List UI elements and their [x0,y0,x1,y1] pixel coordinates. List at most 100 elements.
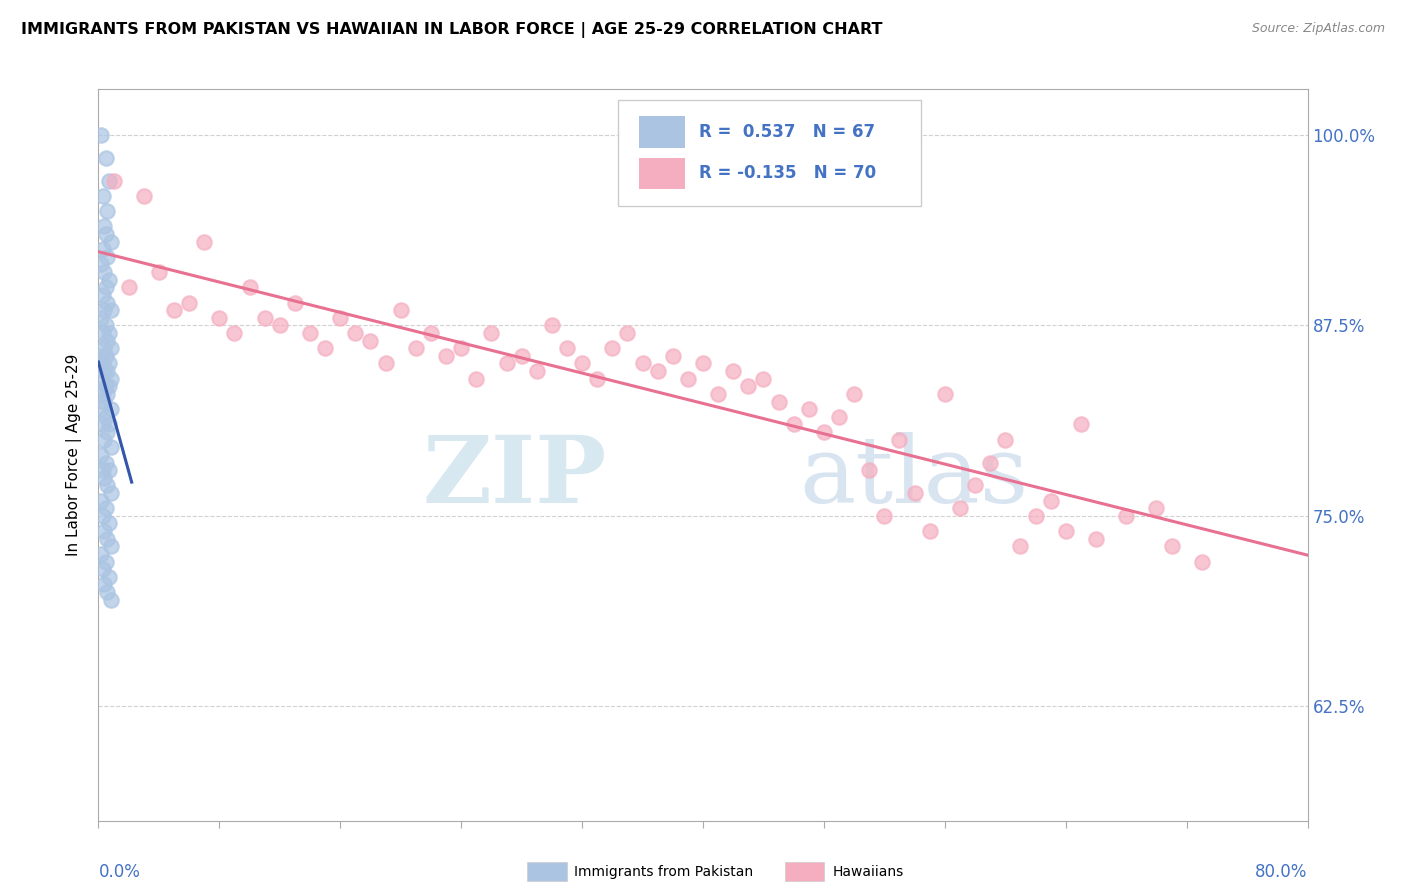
Point [100,539,122,553]
Point [93,577,115,591]
Point [768,394,790,409]
Point [93,303,115,318]
Point [269,318,291,333]
Point [91,356,114,371]
Point [299,326,322,340]
Point [889,433,911,447]
Point [631,356,654,371]
Point [1024,508,1046,523]
Point [98,326,121,340]
Point [676,372,699,386]
Point [98,463,121,477]
Point [118,280,141,294]
Point [90,493,112,508]
Point [1085,532,1108,546]
Text: atlas: atlas [800,432,1029,522]
Point [555,341,578,355]
Point [98,516,121,531]
Point [662,349,685,363]
Point [1146,501,1168,516]
Point [94,456,117,470]
Point [344,326,367,340]
Point [91,562,114,576]
Point [434,349,457,363]
Point [979,456,1001,470]
Point [98,174,121,188]
Point [965,478,987,492]
Point [253,310,276,325]
Point [420,326,443,340]
Point [163,303,186,318]
Point [949,501,972,516]
Text: R =  0.537   N = 67: R = 0.537 N = 67 [699,122,876,141]
Point [103,174,125,188]
Point [90,372,112,386]
Point [1115,508,1137,523]
Point [94,280,117,294]
Point [813,425,835,439]
Point [98,356,121,371]
Point [1070,417,1092,432]
Point [389,303,412,318]
Point [90,402,112,417]
Point [360,334,382,348]
Point [844,387,866,401]
Point [465,372,488,386]
Point [481,326,503,340]
Point [148,265,170,279]
Point [752,372,775,386]
Point [94,349,117,363]
Point [723,364,745,378]
Point [571,356,593,371]
Point [193,235,215,249]
Point [98,417,121,432]
Point [93,219,115,234]
Point [224,326,246,340]
Point [98,273,121,287]
Point [96,295,118,310]
Point [1160,539,1182,553]
Point [90,128,112,142]
Point [91,417,114,432]
Point [94,379,117,393]
Point [91,463,114,477]
Point [90,448,112,462]
Point [314,341,336,355]
FancyBboxPatch shape [619,100,921,206]
Point [586,372,609,386]
Point [96,387,118,401]
Point [96,425,118,439]
Point [94,555,117,569]
Point [100,592,122,607]
Point [526,364,548,378]
Point [100,303,122,318]
Point [91,288,114,302]
Point [93,433,115,447]
Point [647,364,669,378]
Text: ZIP: ZIP [422,432,606,522]
Point [934,387,956,401]
Point [91,508,114,523]
Point [94,318,117,333]
Point [94,151,117,165]
Y-axis label: In Labor Force | Age 25-29: In Labor Force | Age 25-29 [66,354,83,556]
Point [179,295,201,310]
Point [100,372,122,386]
Point [93,341,115,355]
Point [994,433,1017,447]
Point [918,524,941,538]
Point [828,409,851,424]
Point [91,242,114,256]
Point [96,334,118,348]
Point [94,501,117,516]
Point [90,349,112,363]
Point [93,524,115,538]
Point [96,478,118,492]
Point [100,235,122,249]
Point [1039,493,1062,508]
Point [98,570,121,584]
Point [90,547,112,561]
Point [94,409,117,424]
Point [96,585,118,599]
Point [707,387,730,401]
